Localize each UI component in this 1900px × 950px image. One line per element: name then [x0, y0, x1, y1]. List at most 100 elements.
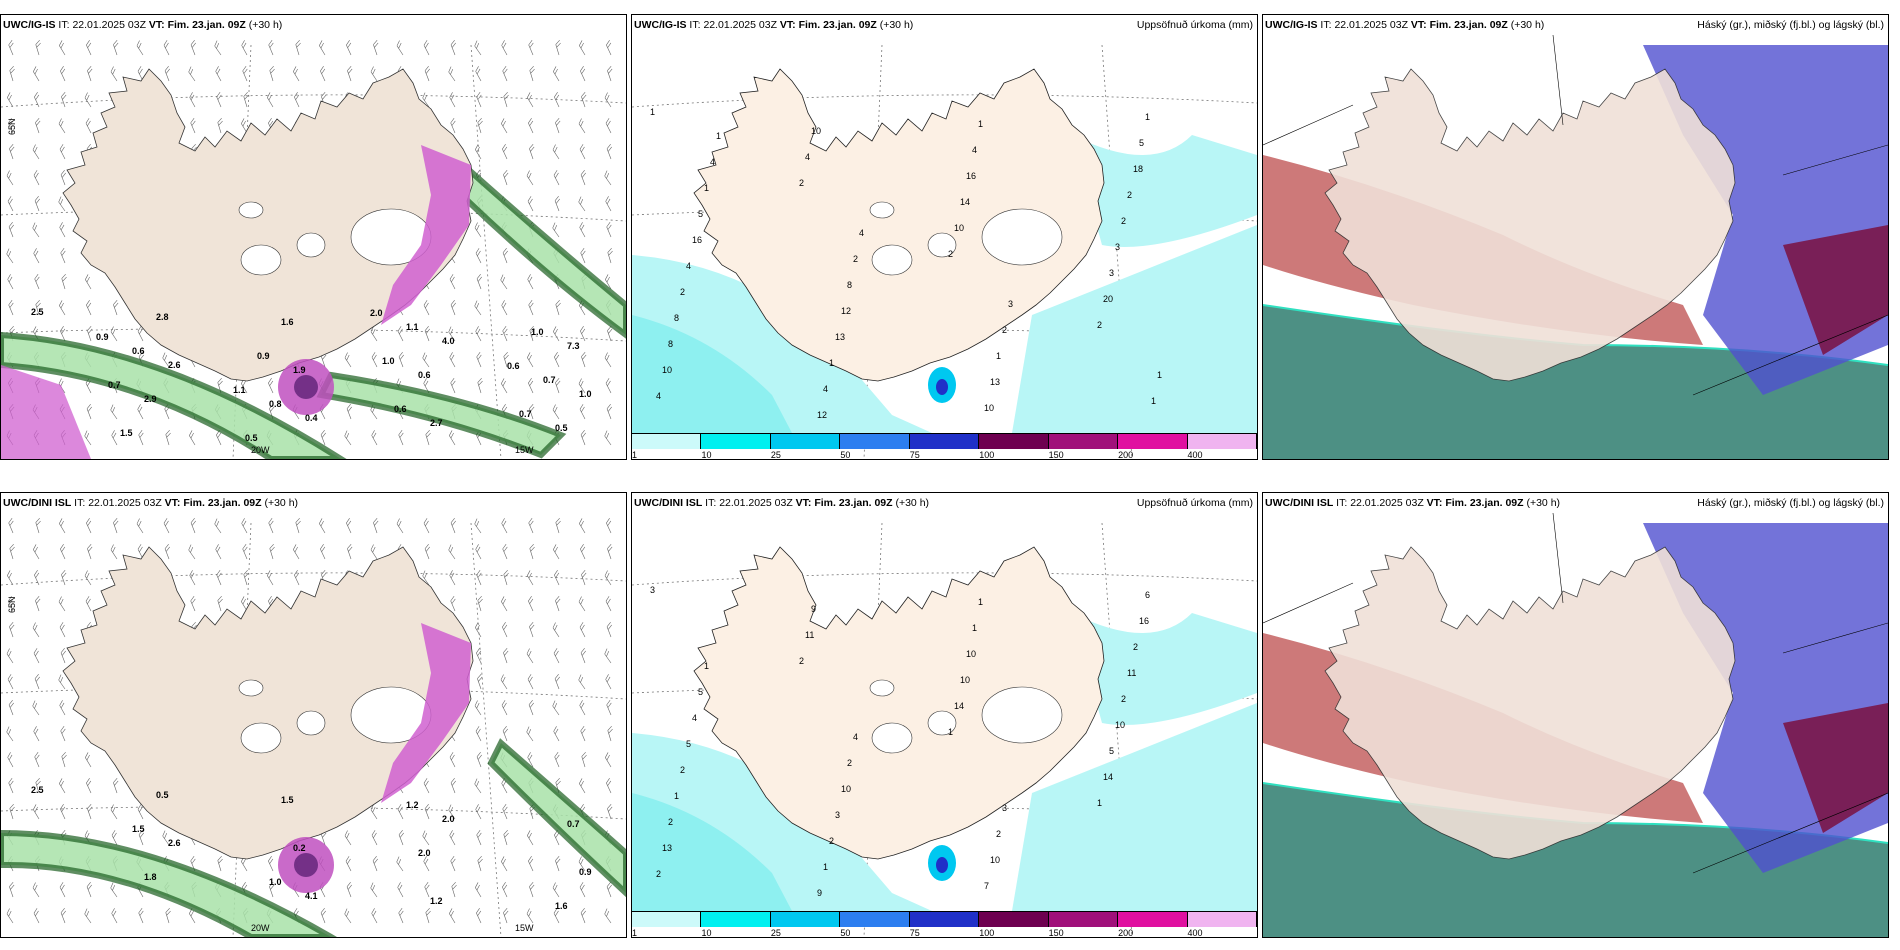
- snow-value-label: 1.5: [132, 824, 145, 834]
- snow-value-label: 0.5: [555, 423, 568, 433]
- precip-value-label: 3: [1002, 803, 1007, 813]
- precipitation-map: 1222441020101014381216384422112413101816…: [632, 44, 1257, 459]
- snow-value-label: 4.1: [305, 891, 318, 901]
- snow-value-label: 0.6: [507, 361, 520, 371]
- snow-value-label: 2.8: [156, 312, 169, 322]
- precip-value-label: 14: [1103, 772, 1113, 782]
- precip-value-label: 1: [674, 791, 679, 801]
- precip-value-label: 1: [704, 661, 709, 671]
- precip-value-label: 8: [668, 339, 673, 349]
- colorbar-segment: [632, 433, 702, 449]
- precip-value-label: 8: [674, 313, 679, 323]
- precip-value-label: 2: [1097, 320, 1102, 330]
- colorbar-label: 1: [632, 928, 638, 938]
- precip-value-label: 3: [1109, 268, 1114, 278]
- precip-value-label: 1: [996, 351, 1001, 361]
- panel-ig-is-precip: UWC/IG-IS IT: 22.01.2025 03Z VT: Fim. 23…: [631, 14, 1258, 460]
- precip-value-label: 2: [996, 829, 1001, 839]
- precip-value-label: 1: [972, 623, 977, 633]
- precip-value-label: 1: [1151, 396, 1156, 406]
- snow-value-label: 1.8: [144, 872, 157, 882]
- precip-value-label: 4: [710, 157, 715, 167]
- colorbar-label: 100: [979, 450, 995, 460]
- colorbar-segment: [840, 911, 910, 927]
- colorbar-label: 400: [1187, 928, 1203, 938]
- snow-value-label: 1.0: [382, 356, 395, 366]
- snow-value-label: 0.4: [305, 413, 318, 423]
- snow-value-label: 1.1: [406, 322, 419, 332]
- precip-value-label: 5: [698, 687, 703, 697]
- precip-value-label: 13: [835, 332, 845, 342]
- precip-value-label: 5: [1109, 746, 1114, 756]
- precip-value-label: 16: [692, 235, 702, 245]
- colorbar-segment: [1048, 911, 1119, 927]
- snow-value-label: 2.9: [144, 394, 157, 404]
- snow-value-label: 2.0: [418, 848, 431, 858]
- precip-value-label: 10: [966, 649, 976, 659]
- snow-value-label: 1.5: [120, 428, 133, 438]
- precip-value-label: 10: [954, 223, 964, 233]
- colorbar-label: 75: [909, 450, 920, 460]
- precip-value-label: 10: [841, 784, 851, 794]
- precip-value-label: 2: [853, 254, 858, 264]
- precip-value-label: 10: [960, 675, 970, 685]
- colorbar-label: 400: [1187, 450, 1203, 460]
- panel-title: UWC/DINI ISL IT: 22.01.2025 03Z VT: Fim.…: [1265, 497, 1561, 509]
- precip-value-label: 6: [1145, 590, 1150, 600]
- precip-value-label: 1: [1145, 112, 1150, 122]
- precip-value-label: 2: [1127, 190, 1132, 200]
- precip-value-label: 7: [984, 881, 989, 891]
- panel-title: UWC/DINI ISL IT: 22.01.2025 03Z VT: Fim.…: [634, 497, 930, 509]
- precip-value-label: 3: [1115, 242, 1120, 252]
- precip-value-label: 4: [656, 391, 661, 401]
- snow-value-label: 2.6: [168, 360, 181, 370]
- lon-label-20w: 20W: [251, 923, 270, 933]
- colorbar-label: 25: [770, 928, 781, 938]
- precip-value-label: 10: [811, 126, 821, 136]
- snow-value-label: 4.0: [442, 336, 455, 346]
- precip-value-label: 9: [811, 604, 816, 614]
- snow-value-label: 0.9: [96, 332, 109, 342]
- precip-value-label: 1: [823, 862, 828, 872]
- colorbar-segment: [1048, 433, 1119, 449]
- colorbar-segment: [1118, 433, 1188, 449]
- panel-title: UWC/DINI ISL IT: 22.01.2025 03Z VT: Fim.…: [3, 497, 299, 509]
- colorbar-label: 25: [770, 450, 781, 460]
- precip-value-label: 1: [650, 107, 655, 117]
- panel-title: UWC/IG-IS IT: 22.01.2025 03Z VT: Fim. 23…: [3, 19, 283, 31]
- snow-value-label: 0.6: [132, 346, 145, 356]
- snow-value-label: 0.5: [245, 433, 258, 443]
- precip-value-label: 2: [656, 869, 661, 879]
- precip-value-label: 5: [686, 739, 691, 749]
- colorbar-label: 150: [1048, 450, 1064, 460]
- precip-value-label: 2: [829, 836, 834, 846]
- panel-subtitle: Háský (gr.), miðský (fj.bl.) og lágský (…: [1697, 497, 1884, 509]
- snow-value-label: 0.7: [567, 819, 580, 829]
- precip-value-label: 4: [853, 732, 858, 742]
- colorbar-segment: [1187, 433, 1257, 449]
- snow-value-label: 2.5: [31, 785, 44, 795]
- snow-value-label: 0.6: [418, 370, 431, 380]
- colorbar-label: 150: [1048, 928, 1064, 938]
- precip-value-label: 2: [1002, 325, 1007, 335]
- precip-value-label: 4: [692, 713, 697, 723]
- precip-value-label: 1: [829, 358, 834, 368]
- colorbar-label: 10: [701, 928, 712, 938]
- precip-value-label: 10: [1115, 720, 1125, 730]
- colorbar-label: 200: [1118, 450, 1134, 460]
- snow-value-label: 1.0: [579, 389, 592, 399]
- snow-value-label: 1.5: [281, 795, 294, 805]
- colorbar-segment: [701, 433, 771, 449]
- precipitation-map: 3211211141413910529101011122211153724101…: [632, 522, 1257, 937]
- precip-value-label: 1: [704, 183, 709, 193]
- colorbar-segment: [701, 911, 771, 927]
- snow-value-label: 1.6: [281, 317, 294, 327]
- precip-value-label: 5: [698, 209, 703, 219]
- colorbar-label: 50: [840, 928, 851, 938]
- wind-snow-map: 20W 15W 65N 2.5 2.6 0.4 4.0 1.0 2.8 1.9 2.7 7.3 2.9 1…: [1, 39, 626, 459]
- precip-value-label: 3: [835, 810, 840, 820]
- snow-value-label: 2.6: [168, 838, 181, 848]
- precip-value-label: 14: [954, 701, 964, 711]
- precip-value-label: 4: [859, 228, 864, 238]
- precip-colorbar: 1 10 25 50 75 100 150 200 400: [632, 911, 1257, 937]
